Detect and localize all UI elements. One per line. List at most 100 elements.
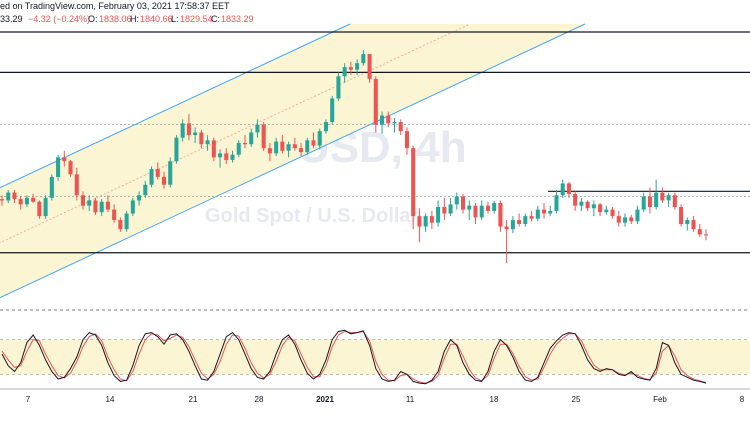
candle-body xyxy=(199,132,204,145)
ascending-channel[interactable] xyxy=(0,23,586,300)
candle-body xyxy=(691,220,696,230)
time-tick-label: 18 xyxy=(490,395,499,404)
candle-body xyxy=(523,216,528,224)
candle-body xyxy=(62,157,67,162)
watermark-description: Gold Spot / U.S. Dollar xyxy=(205,205,419,227)
candle-body xyxy=(24,197,29,205)
candle-body xyxy=(355,63,360,70)
candle-body xyxy=(211,140,216,158)
candle-body xyxy=(367,54,372,79)
candle-body xyxy=(6,192,11,201)
candle-body xyxy=(548,210,553,214)
channel-midline xyxy=(0,23,471,244)
candle-body xyxy=(610,209,615,217)
candle-body xyxy=(672,195,677,207)
published-text: ed on TradingView.com, February 03, 2021… xyxy=(0,1,230,11)
candle-body xyxy=(18,199,23,205)
candle-body xyxy=(12,192,17,200)
low-label: L: xyxy=(171,14,179,24)
candle-body xyxy=(541,209,547,214)
candle-body xyxy=(448,204,453,214)
candle-body xyxy=(647,196,652,207)
candle-body xyxy=(112,209,117,221)
candle-body xyxy=(105,201,110,210)
candle-body xyxy=(56,157,61,177)
candle-body xyxy=(498,203,503,227)
time-tick-label: 14 xyxy=(106,395,115,404)
candle-body xyxy=(641,196,646,210)
candle-body xyxy=(261,124,266,149)
candle-body xyxy=(492,203,497,211)
candle-body xyxy=(348,67,353,70)
time-tick-label: 2021 xyxy=(316,395,334,404)
candle-body xyxy=(679,206,684,224)
candle-body xyxy=(635,209,640,222)
ohlc-prefix: 33.29 xyxy=(0,14,23,24)
candle-body xyxy=(380,115,385,125)
candle-body xyxy=(49,176,54,198)
candle-body xyxy=(180,123,185,138)
candle-body xyxy=(280,141,285,151)
candle-body xyxy=(274,141,279,154)
candle-body xyxy=(398,122,403,132)
candle-body xyxy=(479,205,484,218)
candle-body xyxy=(292,144,297,149)
chart-header: ed on TradingView.com, February 03, 2021… xyxy=(0,1,254,24)
candle-body xyxy=(149,169,154,185)
candle-body xyxy=(429,216,434,223)
candle-body xyxy=(666,195,671,201)
candle-body xyxy=(467,205,472,210)
close-value: 1833.29 xyxy=(221,14,254,24)
candle-body xyxy=(255,124,260,133)
candle-body xyxy=(74,174,79,196)
candle-body xyxy=(342,67,347,77)
candle-body xyxy=(130,200,135,214)
candle-body xyxy=(654,192,659,207)
candle-body xyxy=(230,154,235,160)
candle-body xyxy=(622,217,628,223)
candle-body xyxy=(87,200,92,206)
candle-body xyxy=(242,142,247,145)
candle-body xyxy=(68,161,73,175)
candle-body xyxy=(93,200,98,213)
candle-body xyxy=(629,217,634,222)
candle-body xyxy=(174,137,179,162)
high-label: H: xyxy=(130,14,139,24)
candle-body xyxy=(616,216,621,223)
time-tick-label: 28 xyxy=(255,395,264,404)
candle-body xyxy=(604,209,609,213)
candle-body xyxy=(454,196,459,205)
candle-body xyxy=(697,229,702,235)
candle-body xyxy=(436,206,441,223)
candle-body xyxy=(461,196,466,210)
open-label: O: xyxy=(88,14,98,24)
candle-body xyxy=(442,206,447,214)
candlestick-series xyxy=(0,50,709,264)
candle-body xyxy=(560,183,565,196)
candle-body xyxy=(404,131,409,149)
candle-body xyxy=(411,148,416,217)
time-axis: 7 14 21 28 2021 11 18 25 Feb 8 xyxy=(26,395,745,404)
time-tick-label: Feb xyxy=(653,395,667,404)
candle-body xyxy=(361,54,366,64)
candle-body xyxy=(566,183,571,194)
candle-body xyxy=(124,213,129,230)
low-value: 1829.54 xyxy=(180,14,213,24)
candle-body xyxy=(323,122,328,132)
candle-body xyxy=(535,209,540,219)
horizontal-levels[interactable] xyxy=(0,31,750,254)
candle-body xyxy=(336,76,341,99)
candle-body xyxy=(224,153,229,160)
candle-body xyxy=(598,204,603,213)
candle-body xyxy=(118,220,123,230)
candle-body xyxy=(317,131,322,146)
candle-body xyxy=(286,144,291,151)
change-text: −4.32 (−0.24%) xyxy=(28,14,90,24)
time-tick-label: 25 xyxy=(572,395,581,404)
candle-body xyxy=(193,132,198,136)
candle-body xyxy=(43,197,48,217)
candle-body xyxy=(417,216,422,227)
candle-body xyxy=(585,201,590,209)
candle-body xyxy=(504,226,509,230)
